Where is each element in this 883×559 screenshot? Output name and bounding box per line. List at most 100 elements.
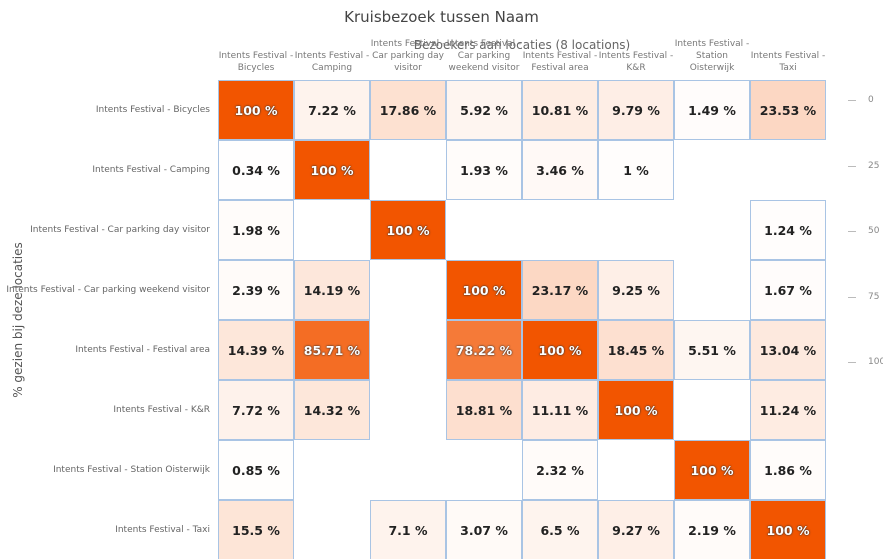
cell-label: 9.27 % [612, 522, 660, 538]
heatmap-cell: 14.19 % [294, 260, 370, 320]
heatmap-cell: 100 % [674, 440, 750, 500]
cell-label: 23.53 % [759, 102, 817, 118]
cell-label: 14.39 % [227, 342, 285, 358]
heatmap-cell: 10.81 % [522, 80, 598, 140]
heatmap-cell: 14.39 % [218, 320, 294, 380]
colorbar-tick-label: 50 [868, 226, 880, 236]
heatmap-cell: 9.27 % [598, 500, 674, 559]
heatmap-cell: 100 % [446, 260, 522, 320]
heatmap-cell: 100 % [598, 380, 674, 440]
cell-label: 100 % [766, 522, 810, 538]
heatmap-cell: 1.49 % [674, 80, 750, 140]
heatmap-cell: 13.04 % [750, 320, 826, 380]
column-label: Intents Festival - Bicycles [218, 51, 294, 73]
heatmap-cell: 15.5 % [218, 500, 294, 559]
row-label: Intents Festival - Bicycles [95, 105, 210, 115]
cell-label: 14.32 % [303, 402, 361, 418]
row-label: Intents Festival - Station Oisterwijk [53, 465, 210, 475]
heatmap-cell: 100 % [370, 200, 446, 260]
heatmap-cell: 1.24 % [750, 200, 826, 260]
cell-label: 14.19 % [303, 282, 361, 298]
cell-label: 2.32 % [536, 462, 584, 478]
row-label: Intents Festival - Car parking day visit… [30, 225, 210, 235]
cell-label: 0.85 % [232, 462, 280, 478]
cell-label: 100 % [538, 342, 582, 358]
heatmap-cell: 18.81 % [446, 380, 522, 440]
chart-title: Kruisbezoek tussen Naam [344, 8, 539, 26]
cell-label: 100 % [310, 162, 354, 178]
column-label: Intents Festival - Car parking weekend v… [446, 39, 522, 73]
column-label: Intents Festival - Station Oisterwijk [674, 39, 750, 73]
cell-label: 10.81 % [531, 102, 589, 118]
heatmap-cell: 0.34 % [218, 140, 294, 200]
cell-label: 6.5 % [540, 522, 580, 538]
row-label: Intents Festival - K&R [113, 405, 210, 415]
heatmap-cell: 9.79 % [598, 80, 674, 140]
cell-label: 11.11 % [531, 402, 589, 418]
column-label: Intents Festival - Camping [294, 51, 370, 73]
cell-label: 9.25 % [612, 282, 660, 298]
heatmap-cell: 100 % [522, 320, 598, 380]
heatmap-cell: 23.17 % [522, 260, 598, 320]
cell-label: 5.51 % [688, 342, 736, 358]
row-label: Intents Festival - Festival area [75, 345, 210, 355]
cell-label: 3.07 % [460, 522, 508, 538]
cell-label: 7.22 % [308, 102, 356, 118]
heatmap-cell: 2.32 % [522, 440, 598, 500]
heatmap-cell: 78.22 % [446, 320, 522, 380]
heatmap-cell: 2.39 % [218, 260, 294, 320]
row-label: Intents Festival - Camping [92, 165, 210, 175]
colorbar-tick [848, 231, 856, 232]
colorbar-tick-label: 75 [868, 291, 880, 302]
cell-label: 1.98 % [232, 222, 280, 238]
heatmap-cell: 5.51 % [674, 320, 750, 380]
cell-label: 13.04 % [759, 342, 817, 358]
cell-label: 1.49 % [688, 102, 736, 118]
heatmap-cell: 17.86 % [370, 80, 446, 140]
column-label: Intents Festival - Car parking day visit… [370, 39, 446, 73]
colorbar-tick-label: 0 [868, 95, 874, 105]
row-label: Intents Festival - Car parking weekend v… [6, 285, 210, 295]
cell-label: 5.92 % [460, 102, 508, 118]
cell-label: 1.86 % [764, 462, 812, 478]
colorbar-tick-label: 25 [868, 160, 880, 171]
cell-label: 100 % [614, 402, 658, 418]
cell-label: 85.71 % [303, 342, 361, 358]
heatmap-cell: 100 % [750, 500, 826, 559]
cell-label: 1.24 % [764, 222, 812, 238]
cell-label: 1.67 % [764, 282, 812, 298]
cell-label: 15.5 % [232, 522, 280, 538]
cell-label: 78.22 % [455, 342, 513, 358]
heatmap-cell: 6.5 % [522, 500, 598, 559]
cell-label: 23.17 % [531, 282, 589, 298]
heatmap-cell: 2.19 % [674, 500, 750, 559]
heatmap-cell: 1.67 % [750, 260, 826, 320]
cell-label: 18.81 % [455, 402, 513, 418]
cell-label: 17.86 % [379, 102, 437, 118]
cell-label: 9.79 % [612, 102, 660, 118]
cell-label: 18.45 % [607, 342, 665, 358]
heatmap-cell: 11.11 % [522, 380, 598, 440]
x-axis-label: Bezoekers aan locaties (8 locations) [413, 38, 631, 52]
cell-label: 0.34 % [232, 162, 280, 178]
cell-label: 1 % [623, 162, 649, 178]
cell-label: 7.72 % [232, 402, 280, 418]
heatmap-cell: 14.32 % [294, 380, 370, 440]
heatmap-cell: 1.93 % [446, 140, 522, 200]
row-label: Intents Festival - Taxi [115, 525, 210, 535]
heatmap-cell: 100 % [218, 80, 294, 140]
heatmap-cell: 85.71 % [294, 320, 370, 380]
cell-label: 100 % [462, 282, 506, 298]
heatmap-cell: 7.22 % [294, 80, 370, 140]
heatmap-cell: 1.98 % [218, 200, 294, 260]
cell-label: 3.46 % [536, 162, 584, 178]
column-label: Intents Festival - Taxi [750, 51, 826, 73]
cell-label: 2.39 % [232, 282, 280, 298]
heatmap-cell: 7.1 % [370, 500, 446, 559]
heatmap-cell: 7.72 % [218, 380, 294, 440]
heatmap-cell: 0.85 % [218, 440, 294, 500]
colorbar-tick [848, 100, 856, 101]
column-label: Intents Festival - Festival area [522, 51, 598, 73]
colorbar-tick-label: 100 [868, 357, 883, 367]
